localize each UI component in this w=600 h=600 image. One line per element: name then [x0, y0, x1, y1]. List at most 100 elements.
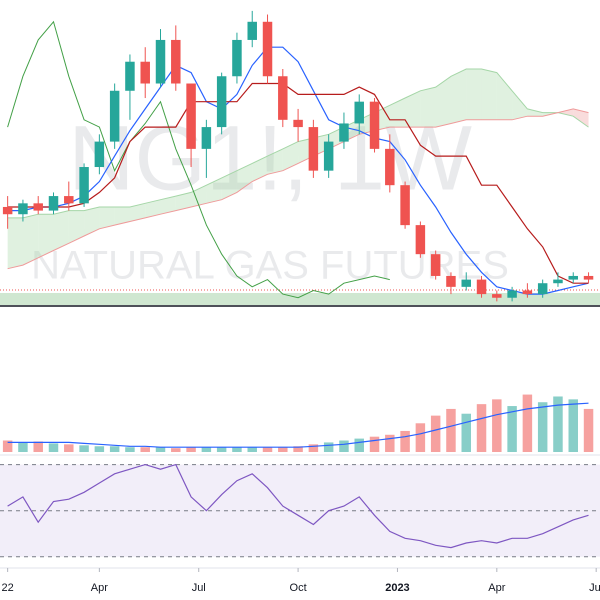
x-tick-label: Oct [290, 582, 307, 594]
volume-bar [125, 447, 135, 452]
volume-bar [323, 442, 334, 452]
candle-body [94, 141, 105, 168]
volume-bar [354, 438, 364, 452]
volume-bar [2, 440, 13, 452]
cloud-segment [435, 76, 451, 128]
volume-bar [293, 446, 303, 452]
volume-bar [278, 447, 288, 452]
volume-bar [492, 399, 502, 452]
indicator-line [7, 82, 589, 284]
candle-body [446, 275, 456, 287]
volume-bar [247, 447, 257, 452]
highlight-zone [0, 293, 600, 305]
candle-body [18, 203, 28, 215]
volume-bar [461, 413, 471, 452]
candle-body [201, 127, 212, 149]
cloud-segment [512, 90, 528, 120]
candle-body [33, 203, 43, 211]
candle-body [232, 39, 242, 77]
candle-body [339, 123, 349, 142]
cloud-segment [129, 203, 146, 222]
candle-body [247, 21, 257, 40]
candle-body [216, 76, 227, 128]
candle-body [492, 294, 502, 298]
cloud-segment [38, 214, 54, 258]
cloud-segment [527, 108, 543, 117]
candle-body [125, 61, 135, 91]
volume-bar [94, 446, 105, 452]
cloud-segment [466, 68, 482, 120]
candle-body [537, 283, 548, 295]
volume-bar [201, 447, 212, 452]
volume-bar [48, 443, 59, 452]
cloud-segment [221, 170, 237, 200]
volume-bar [568, 399, 578, 452]
volume-bar [186, 447, 196, 452]
cloud-segment [84, 206, 100, 237]
volume-bar [171, 448, 181, 452]
cloud-segment [267, 148, 283, 175]
volume-bar [64, 444, 74, 452]
candle-body [400, 185, 410, 226]
volume-bar [369, 436, 380, 452]
volume-bar [537, 402, 548, 452]
candle-body [186, 83, 196, 149]
candle-body [323, 141, 334, 171]
candle-body [2, 206, 13, 215]
candle-body [553, 279, 563, 284]
volume-bar [155, 447, 166, 452]
volume-bar [339, 440, 349, 452]
volume-bar [446, 408, 456, 452]
volume-bar [476, 404, 487, 452]
cloud-segment [481, 68, 497, 120]
volume-bar [109, 446, 120, 452]
volume-bar [216, 447, 227, 452]
volume-bar [33, 441, 43, 452]
candle-body [155, 39, 166, 84]
candle-body [369, 101, 380, 149]
cloud-span-b [7, 108, 589, 270]
candle-body [522, 290, 533, 295]
volume-bar [430, 415, 441, 452]
volume-bar [507, 406, 517, 452]
candle-body [476, 279, 487, 295]
volume-ma [7, 402, 589, 448]
x-tick-label: 2023 [385, 582, 409, 594]
x-tick-label: Apr [488, 582, 505, 594]
volume-bar [140, 447, 150, 452]
candle-body [385, 148, 395, 186]
cloud-segment [145, 199, 161, 218]
cloud-segment [450, 68, 467, 124]
cloud-segment [160, 196, 176, 215]
indicator-line [7, 46, 589, 295]
volume-bar [18, 442, 28, 452]
cloud-segment [53, 210, 69, 251]
candle-body [109, 90, 120, 142]
cloud-segment [206, 177, 222, 204]
candle-body [293, 119, 303, 128]
x-tick-label: Apr [91, 582, 108, 594]
x-tick-label: Jul [192, 582, 206, 594]
candle-body [262, 21, 273, 77]
candle-body [278, 76, 288, 120]
cloud-segment [99, 206, 115, 229]
volume-bar [400, 430, 410, 452]
cloud-segment [236, 163, 253, 193]
x-tick-label: Jul [589, 582, 600, 594]
volume-bar [232, 447, 242, 452]
cloud-segment [282, 141, 299, 171]
cloud-segment [7, 217, 23, 269]
candle-body [308, 127, 319, 171]
volume-bar [385, 434, 395, 452]
volume-bar [522, 394, 533, 452]
rsi-line [7, 463, 589, 549]
candle-body [171, 39, 181, 84]
cloud-segment [496, 72, 513, 120]
cloud-segment [573, 108, 589, 128]
candle-body [64, 196, 74, 204]
candle-body [140, 61, 150, 84]
watermark-description: NATURAL GAS FUTURES [31, 244, 509, 288]
